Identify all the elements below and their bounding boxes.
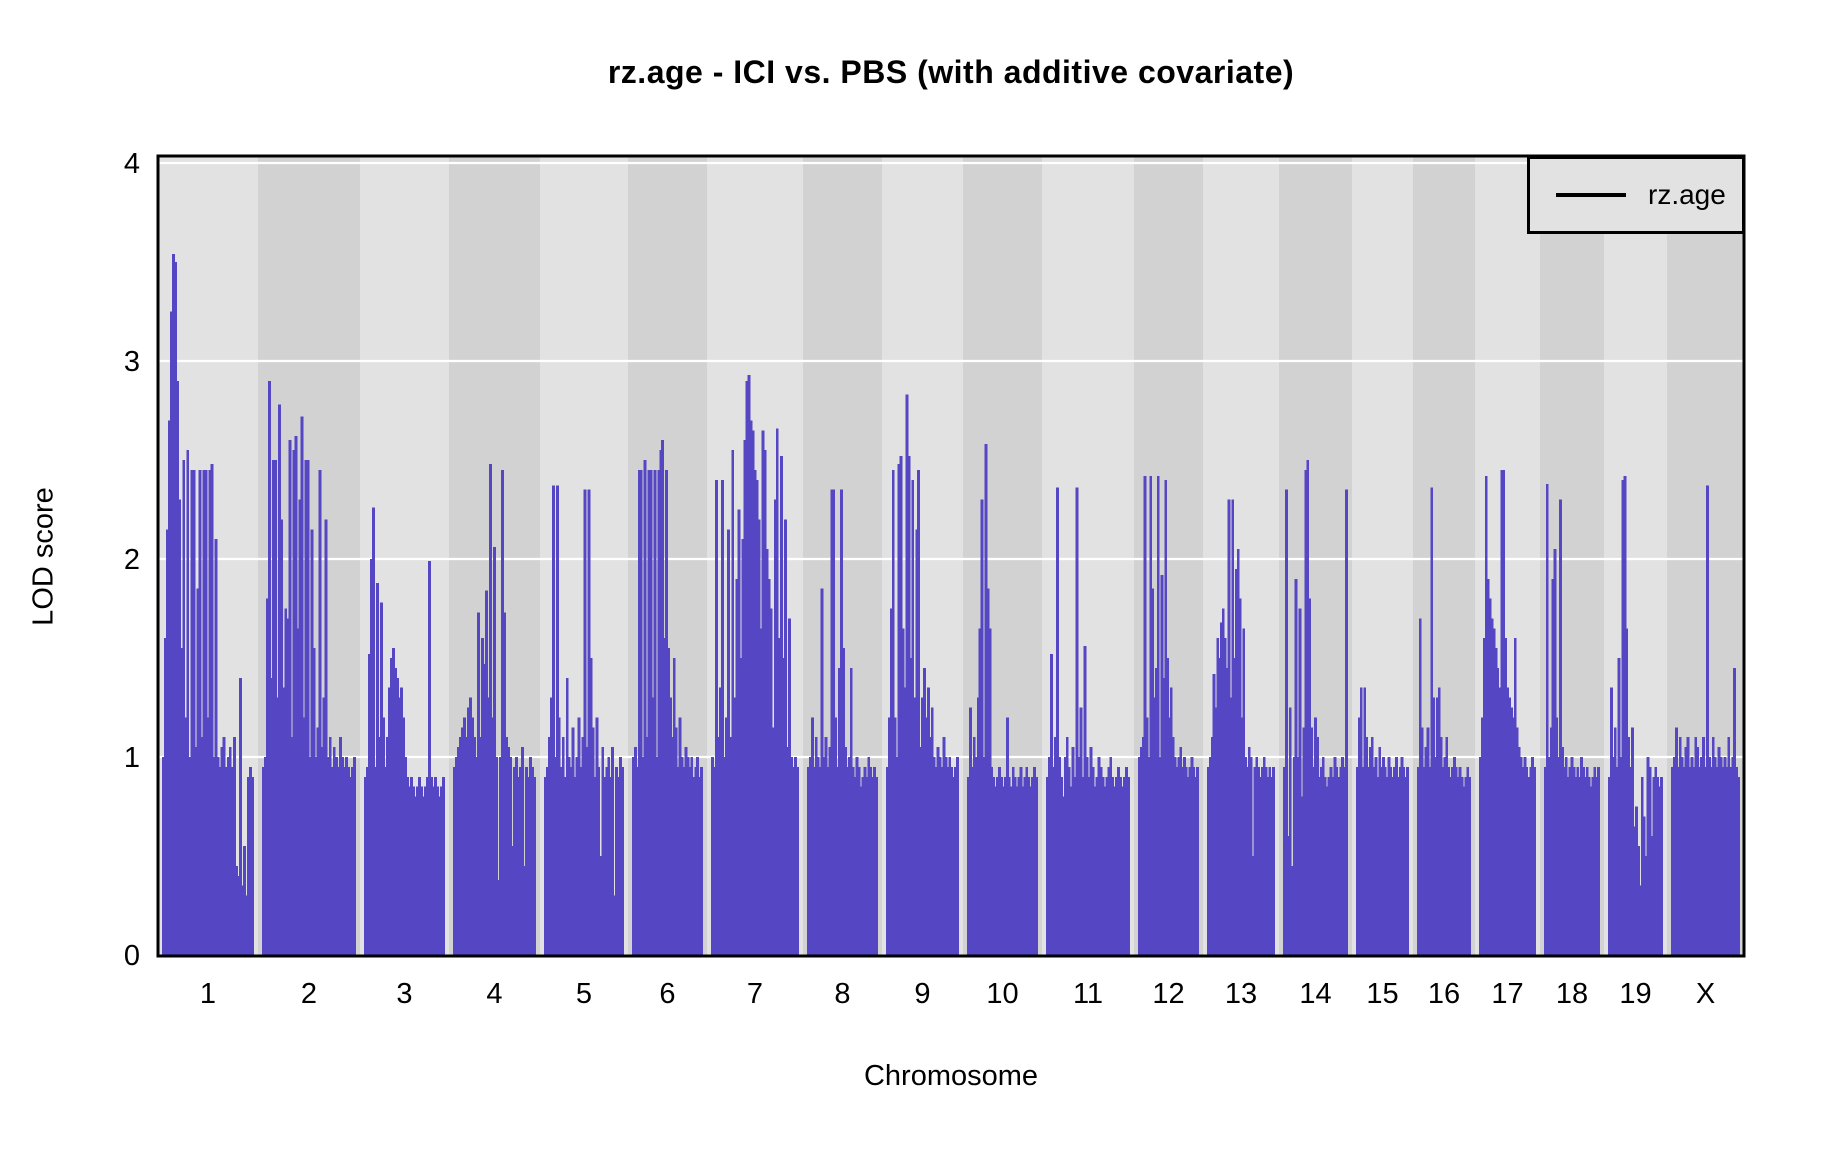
x-tick-label-chr18: 18 — [1556, 978, 1588, 1010]
x-tick-label-chr12: 12 — [1152, 978, 1184, 1010]
x-tick-labels: 1 2 3 4 5 6 7 8 9 10 11 12 13 14 15 16 17 18 19 X — [200, 978, 1715, 1010]
x-tick-label-chr15: 15 — [1366, 978, 1398, 1010]
x-tick-label-chr8: 8 — [834, 978, 850, 1010]
x-tick-label-chrX: X — [1696, 978, 1715, 1010]
y-tick-label-0: 0 — [124, 940, 140, 972]
x-tick-label-chr6: 6 — [659, 978, 675, 1010]
x-tick-label-chr10: 10 — [986, 978, 1018, 1010]
x-tick-label-chr5: 5 — [576, 978, 592, 1010]
lod-series — [162, 254, 1740, 956]
x-tick-label-chr14: 14 — [1299, 978, 1331, 1010]
x-tick-label-chr17: 17 — [1491, 978, 1523, 1010]
x-tick-label-chr9: 9 — [914, 978, 930, 1010]
x-tick-label-chr2: 2 — [301, 978, 317, 1010]
x-tick-label-chr19: 19 — [1619, 978, 1651, 1010]
y-tick-labels: 0 1 2 3 4 — [124, 148, 140, 972]
y-tick-label-4: 4 — [124, 148, 140, 180]
x-tick-label-chr13: 13 — [1225, 978, 1257, 1010]
x-tick-label-chr7: 7 — [747, 978, 763, 1010]
x-tick-label-chr1: 1 — [200, 978, 216, 1010]
y-axis-title: LOD score — [27, 487, 60, 626]
x-tick-label-chr16: 16 — [1428, 978, 1460, 1010]
y-tick-label-2: 2 — [124, 544, 140, 576]
x-tick-label-chr4: 4 — [486, 978, 502, 1010]
chart-title: rz.age - ICI vs. PBS (with additive cova… — [607, 54, 1295, 90]
legend-series-label: rz.age — [1648, 179, 1726, 210]
y-tick-label-1: 1 — [124, 742, 140, 774]
legend-line-swatch — [1556, 193, 1626, 197]
x-tick-label-chr11: 11 — [1073, 978, 1103, 1010]
x-axis-title: Chromosome — [863, 1060, 1039, 1092]
x-tick-label-chr3: 3 — [396, 978, 412, 1010]
y-tick-label-3: 3 — [124, 346, 140, 378]
legend: rz.age — [1527, 156, 1745, 234]
panel-frame — [156, 154, 1746, 958]
